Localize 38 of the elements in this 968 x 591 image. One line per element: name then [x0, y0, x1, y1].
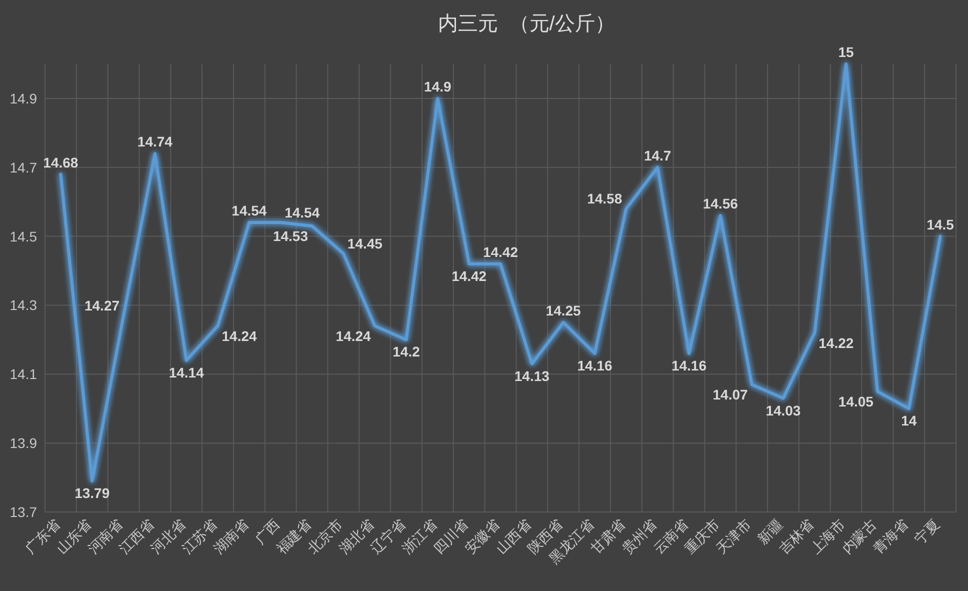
- data-label: 14.05: [838, 393, 874, 410]
- data-label: 14.42: [452, 268, 487, 284]
- data-label: 14.13: [514, 368, 550, 384]
- data-label: 14.27: [84, 298, 120, 314]
- data-label: 14.58: [587, 190, 622, 207]
- data-label: 14.07: [712, 386, 748, 402]
- ytick: 14.3: [10, 297, 37, 314]
- data-label: 14.54: [284, 204, 320, 221]
- data-label: 14.22: [818, 334, 854, 351]
- data-label: 14.16: [577, 357, 612, 374]
- data-label: 14.68: [43, 154, 78, 170]
- data-label: 14.9: [424, 78, 452, 94]
- data-label: 14.03: [766, 402, 801, 418]
- data-label: 14.14: [168, 364, 204, 380]
- ytick: 14.1: [10, 366, 37, 382]
- data-label: 14.54: [232, 202, 267, 219]
- data-label: 14.16: [671, 357, 706, 374]
- data-label: 14: [901, 412, 917, 429]
- ytick: 13.9: [10, 435, 37, 452]
- ytick: 14.9: [10, 90, 37, 106]
- data-label: 14.24: [222, 328, 257, 344]
- data-label: 14.25: [546, 302, 581, 318]
- data-label: 14.5: [926, 216, 954, 232]
- ytick: 14.5: [10, 228, 37, 244]
- data-label: 14.53: [272, 228, 308, 244]
- ytick: 13.7: [10, 504, 37, 520]
- data-label: 14.56: [702, 196, 738, 212]
- data-label: 14.7: [644, 147, 672, 164]
- title: 内三元 （元/公斤）: [438, 13, 615, 35]
- data-label: 15: [838, 44, 854, 60]
- data-label: 14.45: [347, 236, 382, 252]
- data-label: 14.42: [482, 244, 518, 260]
- data-label: 13.79: [74, 484, 110, 501]
- data-label: 14.24: [336, 328, 371, 344]
- data-label: 14.74: [137, 134, 172, 150]
- xtick: 宁夏: [911, 516, 942, 547]
- ytick: 14.7: [10, 159, 37, 176]
- data-label: 14.2: [392, 344, 420, 360]
